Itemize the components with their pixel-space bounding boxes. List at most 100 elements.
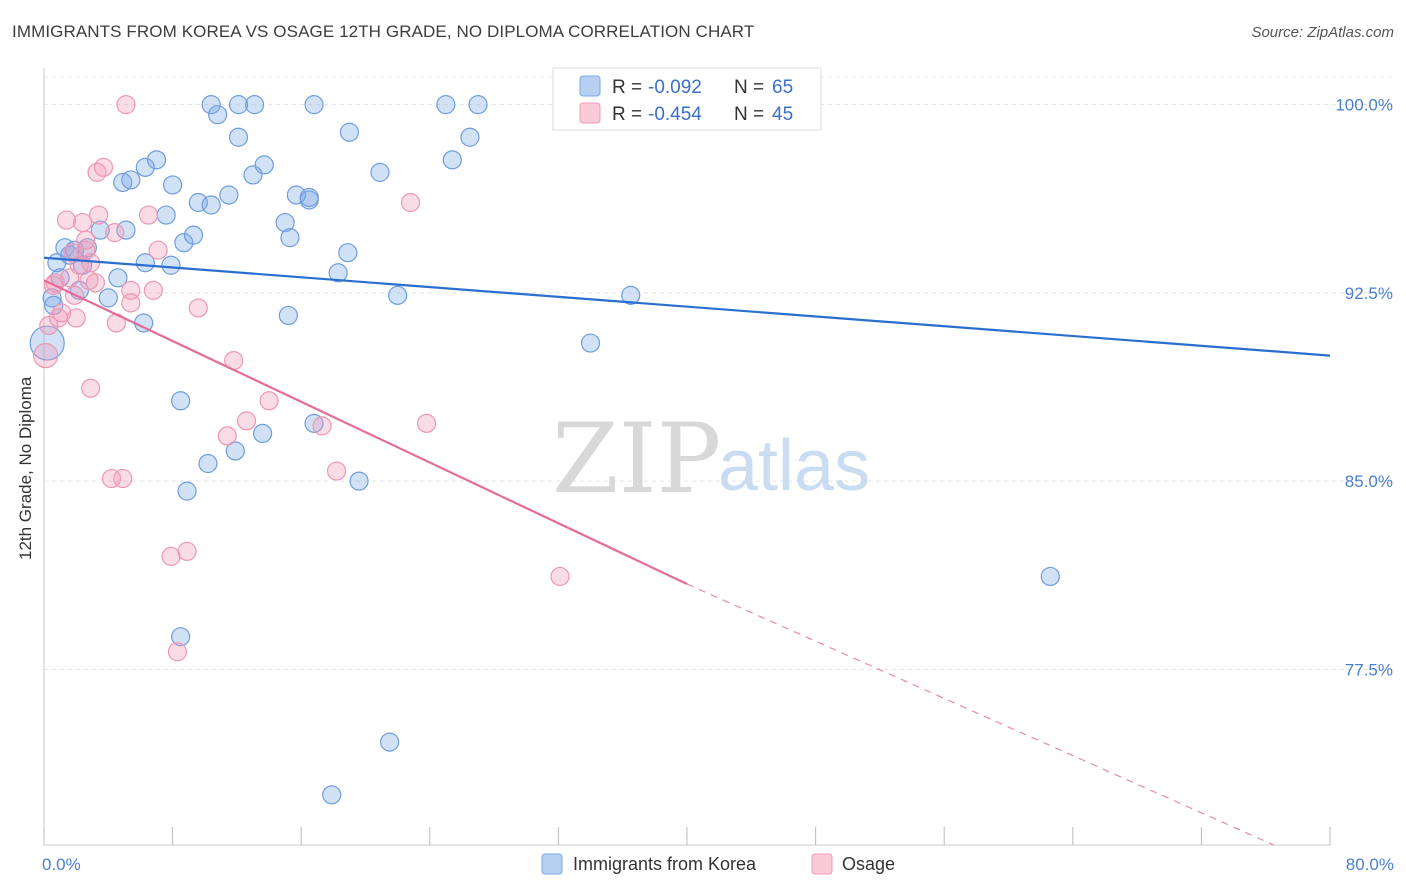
bottom-legend-osage: Osage bbox=[842, 854, 895, 874]
korea-point bbox=[275, 212, 295, 233]
korea-point bbox=[304, 95, 324, 115]
legend-r-value-1: -0.092 bbox=[648, 77, 702, 98]
watermark: ZIP atlas bbox=[552, 403, 870, 515]
korea-point bbox=[442, 150, 462, 170]
korea-point bbox=[580, 333, 601, 353]
korea-point bbox=[146, 150, 167, 170]
y-tick-label: 85.0% bbox=[1345, 472, 1393, 491]
korea-point bbox=[198, 453, 218, 474]
osage-point bbox=[161, 546, 181, 566]
korea-point bbox=[29, 325, 65, 361]
osage-point bbox=[56, 210, 77, 230]
osage-point bbox=[39, 315, 59, 336]
osage-point bbox=[259, 391, 279, 411]
korea-point bbox=[280, 228, 300, 248]
korea-point bbox=[156, 205, 176, 225]
korea-point bbox=[90, 220, 110, 240]
korea-point bbox=[201, 195, 221, 215]
korea-point bbox=[228, 127, 249, 147]
korea-point bbox=[163, 175, 183, 195]
korea-point bbox=[349, 471, 369, 491]
korea-point bbox=[183, 225, 204, 245]
osage-point bbox=[113, 468, 133, 489]
watermark-atlas: atlas bbox=[718, 426, 870, 506]
osage-point bbox=[550, 566, 570, 587]
osage-point bbox=[89, 205, 109, 225]
korea-point bbox=[339, 122, 360, 142]
osage-point bbox=[217, 426, 237, 446]
korea-point bbox=[171, 627, 191, 647]
osage-point bbox=[105, 223, 125, 243]
source-note: Source: ZipAtlas.com bbox=[1251, 24, 1394, 41]
legend-n-value-1: 65 bbox=[772, 77, 793, 98]
watermark-zip: ZIP bbox=[552, 403, 721, 515]
korea-point bbox=[370, 162, 390, 182]
legend-r-label-2: R = bbox=[612, 104, 642, 125]
osage-point bbox=[87, 162, 107, 182]
y-tick-label: 100.0% bbox=[1335, 96, 1393, 115]
legend-swatch-osage bbox=[579, 102, 601, 124]
osage-point bbox=[143, 280, 163, 300]
legend-r-label-1: R = bbox=[612, 77, 642, 98]
korea-point bbox=[135, 253, 155, 273]
korea-point bbox=[108, 268, 128, 288]
osage-point bbox=[76, 230, 96, 250]
legend-swatch-korea bbox=[579, 75, 601, 97]
osage-point bbox=[66, 308, 86, 328]
korea-point bbox=[299, 187, 319, 208]
korea-point bbox=[460, 127, 480, 147]
y-tick-label: 77.5% bbox=[1345, 660, 1393, 679]
korea-point bbox=[1040, 566, 1060, 587]
legend-n-value-2: 45 bbox=[772, 104, 793, 125]
series-osage-points bbox=[33, 95, 570, 662]
korea-point bbox=[244, 95, 265, 115]
korea-point bbox=[278, 305, 298, 326]
osage-point bbox=[79, 270, 99, 290]
korea-point bbox=[174, 233, 194, 253]
osage-trend-extension bbox=[686, 583, 1274, 846]
osage-point bbox=[167, 642, 188, 662]
korea-point bbox=[208, 105, 228, 125]
korea-point bbox=[254, 155, 274, 175]
osage-point bbox=[138, 205, 159, 225]
grid-lines bbox=[44, 76, 1392, 670]
korea-point bbox=[121, 170, 141, 190]
korea-point bbox=[135, 157, 155, 177]
chart-title: IMMIGRANTS FROM KOREA VS OSAGE 12TH GRAD… bbox=[12, 22, 755, 41]
korea-point bbox=[219, 185, 239, 205]
bottom-legend: Immigrants from Korea Osage bbox=[541, 853, 895, 875]
osage-point bbox=[101, 468, 122, 489]
osage-point bbox=[416, 413, 437, 433]
korea-point bbox=[177, 481, 197, 501]
korea-point bbox=[338, 243, 358, 263]
korea-point bbox=[322, 785, 342, 805]
osage-point bbox=[326, 461, 347, 481]
osage-point bbox=[72, 212, 93, 233]
osage-point bbox=[121, 293, 141, 313]
y-tick-label: 92.5% bbox=[1345, 284, 1393, 303]
x-tick-label-max: 80.0% bbox=[1346, 855, 1394, 874]
korea-point bbox=[98, 288, 118, 308]
korea-point bbox=[113, 172, 133, 193]
korea-point bbox=[253, 423, 273, 444]
korea-point bbox=[44, 295, 64, 316]
korea-point bbox=[388, 285, 408, 305]
y-tick-labels: 77.5% 85.0% 92.5% 100.0% bbox=[1335, 96, 1393, 680]
osage-point bbox=[93, 157, 114, 177]
osage-point bbox=[33, 343, 59, 369]
osage-point bbox=[76, 240, 96, 260]
korea-point bbox=[161, 255, 181, 275]
x-tick-label-min: 0.0% bbox=[42, 855, 81, 874]
osage-point bbox=[236, 411, 257, 431]
series-korea-points bbox=[29, 95, 1060, 805]
korea-point bbox=[436, 95, 456, 115]
legend-n-label-2: N = bbox=[734, 104, 764, 125]
korea-point bbox=[225, 441, 245, 461]
bottom-legend-korea: Immigrants from Korea bbox=[573, 854, 757, 874]
osage-point bbox=[52, 303, 72, 323]
korea-point bbox=[116, 220, 136, 240]
korea-point bbox=[621, 285, 641, 305]
osage-point bbox=[400, 192, 421, 213]
axes bbox=[43, 68, 1331, 846]
